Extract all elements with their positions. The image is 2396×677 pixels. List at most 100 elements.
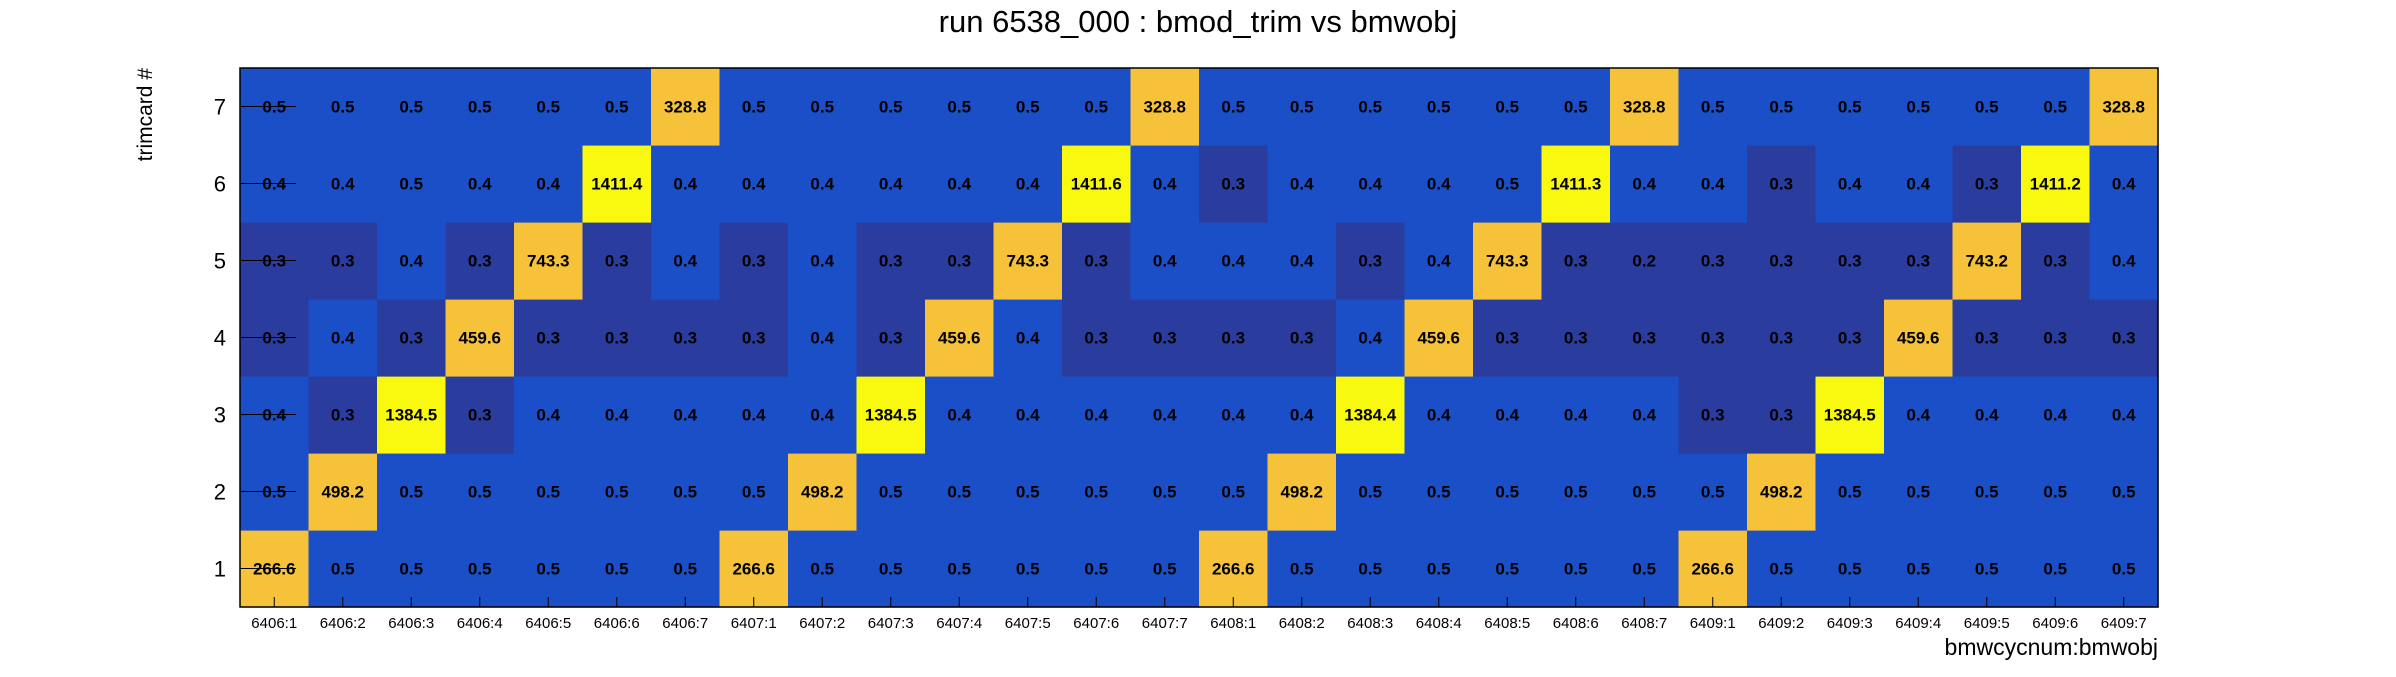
- cell-value-label: 328.8: [1623, 98, 1666, 117]
- cell-value-label: 0.5: [1495, 483, 1519, 502]
- heatmap-cell: [2021, 376, 2091, 454]
- y-tick-label: 5: [214, 249, 226, 274]
- heatmap-cell: [308, 453, 378, 531]
- heatmap-cell: [1130, 222, 1200, 300]
- heatmap-cell: [1541, 222, 1611, 300]
- cell-value-label: 0.3: [742, 329, 766, 348]
- cell-value-label: 0.4: [947, 406, 971, 425]
- cell-value-label: 743.2: [1965, 252, 2008, 271]
- y-axis-label: trimcard #: [134, 68, 157, 162]
- cell-value-label: 459.6: [938, 329, 981, 348]
- heatmap-cell: [1884, 145, 1954, 223]
- cell-value-label: 0.5: [673, 560, 697, 579]
- heatmap-cell: [2021, 68, 2091, 146]
- heatmap-cell: [1267, 453, 1337, 531]
- cell-value-label: 0.5: [1427, 483, 1451, 502]
- heatmap-cell: [1473, 530, 1543, 608]
- heatmap-cell: [1130, 530, 1200, 608]
- heatmap-cell: [1199, 376, 1269, 454]
- cell-value-label: 0.5: [1838, 98, 1862, 117]
- cell-value-label: 0.5: [1564, 483, 1588, 502]
- cell-value-label: 0.5: [1632, 483, 1656, 502]
- heatmap-cell: [856, 145, 926, 223]
- x-tick-label: 6407:5: [1005, 615, 1051, 632]
- cell-value-label: 0.3: [1701, 252, 1725, 271]
- heatmap-cell: [514, 68, 584, 146]
- cell-value-label: 0.5: [1358, 98, 1382, 117]
- cell-value-label: 0.4: [1290, 252, 1314, 271]
- cell-value-label: 0.4: [1290, 175, 1314, 194]
- cell-value-label: 0.3: [1495, 329, 1519, 348]
- heatmap-cell: [1062, 299, 1132, 377]
- heatmap-cell: [1747, 530, 1817, 608]
- heatmap-cell: [308, 222, 378, 300]
- cell-value-label: 0.5: [605, 483, 629, 502]
- cell-value-label: 0.5: [1153, 560, 1177, 579]
- heatmap-cell: [1199, 299, 1269, 377]
- heatmap-cell: [1610, 299, 1680, 377]
- heatmap-cell: [1199, 530, 1269, 608]
- cell-value-label: 0.4: [1221, 252, 1245, 271]
- heatmap-cell: [1610, 145, 1680, 223]
- cell-value-label: 0.5: [605, 98, 629, 117]
- chart-title: run 6538_000 : bmod_trim vs bmwobj: [939, 4, 1458, 39]
- heatmap-cells: [240, 68, 2159, 608]
- heatmap-cell: [1952, 299, 2022, 377]
- x-tick-label: 6407:6: [1073, 615, 1119, 632]
- heatmap-cell: [788, 145, 858, 223]
- cell-value-label: 0.3: [1221, 329, 1245, 348]
- heatmap-cell: [1541, 145, 1611, 223]
- heatmap-cell: [1884, 68, 1954, 146]
- cell-value-label: 0.5: [1564, 560, 1588, 579]
- heatmap-cell: [1062, 530, 1132, 608]
- heatmap-cell: [2089, 299, 2159, 377]
- cell-value-label: 328.8: [1143, 98, 1186, 117]
- cell-value-label: 0.3: [1564, 252, 1588, 271]
- heatmap-cell: [1747, 222, 1817, 300]
- cell-value-label: 0.2: [1632, 252, 1656, 271]
- heatmap-cell: [582, 222, 652, 300]
- cell-value-label: 0.3: [2043, 329, 2067, 348]
- heatmap-cell: [1747, 68, 1817, 146]
- heatmap-cell: [925, 145, 995, 223]
- heatmap-cell: [856, 376, 926, 454]
- heatmap-cell: [925, 68, 995, 146]
- cell-value-label: 0.4: [742, 175, 766, 194]
- heatmap-cell: [1130, 68, 1200, 146]
- cell-value-label: 0.4: [1906, 406, 1930, 425]
- cell-value-label: 0.3: [468, 406, 492, 425]
- heatmap-cell: [856, 453, 926, 531]
- x-tick-label: 6406:2: [320, 615, 366, 632]
- x-tick-label: 6407:3: [868, 615, 914, 632]
- heatmap-cell: [1541, 376, 1611, 454]
- cell-value-label: 328.8: [2102, 98, 2145, 117]
- heatmap-cell: [1541, 299, 1611, 377]
- heatmap-cell: [651, 299, 721, 377]
- heatmap-cell: [719, 222, 789, 300]
- heatmap-cell: [1747, 453, 1817, 531]
- heatmap-cell: [1952, 145, 2022, 223]
- cell-value-label: 0.3: [331, 252, 355, 271]
- x-tick-label: 6408:1: [1210, 615, 1256, 632]
- cell-value-label: 0.5: [1290, 560, 1314, 579]
- cell-value-label: 459.6: [458, 329, 501, 348]
- heatmap-cell: [719, 145, 789, 223]
- heatmap-cell: [1199, 145, 1269, 223]
- heatmap-cell: [1130, 299, 1200, 377]
- heatmap-cell: [1541, 68, 1611, 146]
- cell-value-label: 1411.3: [1550, 175, 1601, 194]
- x-axis-label: bmwcycnum:bmwobj: [1945, 634, 2158, 660]
- heatmap-cell: [1610, 222, 1680, 300]
- cell-value-label: 0.5: [742, 483, 766, 502]
- cell-value-label: 743.3: [1486, 252, 1529, 271]
- heatmap-cell: [1678, 145, 1748, 223]
- heatmap-cell: [1130, 376, 1200, 454]
- cell-value-label: 0.4: [1427, 252, 1451, 271]
- cell-value-label: 0.3: [673, 329, 697, 348]
- cell-value-label: 0.3: [1975, 329, 1999, 348]
- heatmap-cell: [1678, 222, 1748, 300]
- cell-value-label: 0.5: [1838, 483, 1862, 502]
- cell-value-label: 0.3: [1838, 252, 1862, 271]
- cell-value-label: 0.5: [399, 483, 423, 502]
- heatmap-cell: [377, 376, 447, 454]
